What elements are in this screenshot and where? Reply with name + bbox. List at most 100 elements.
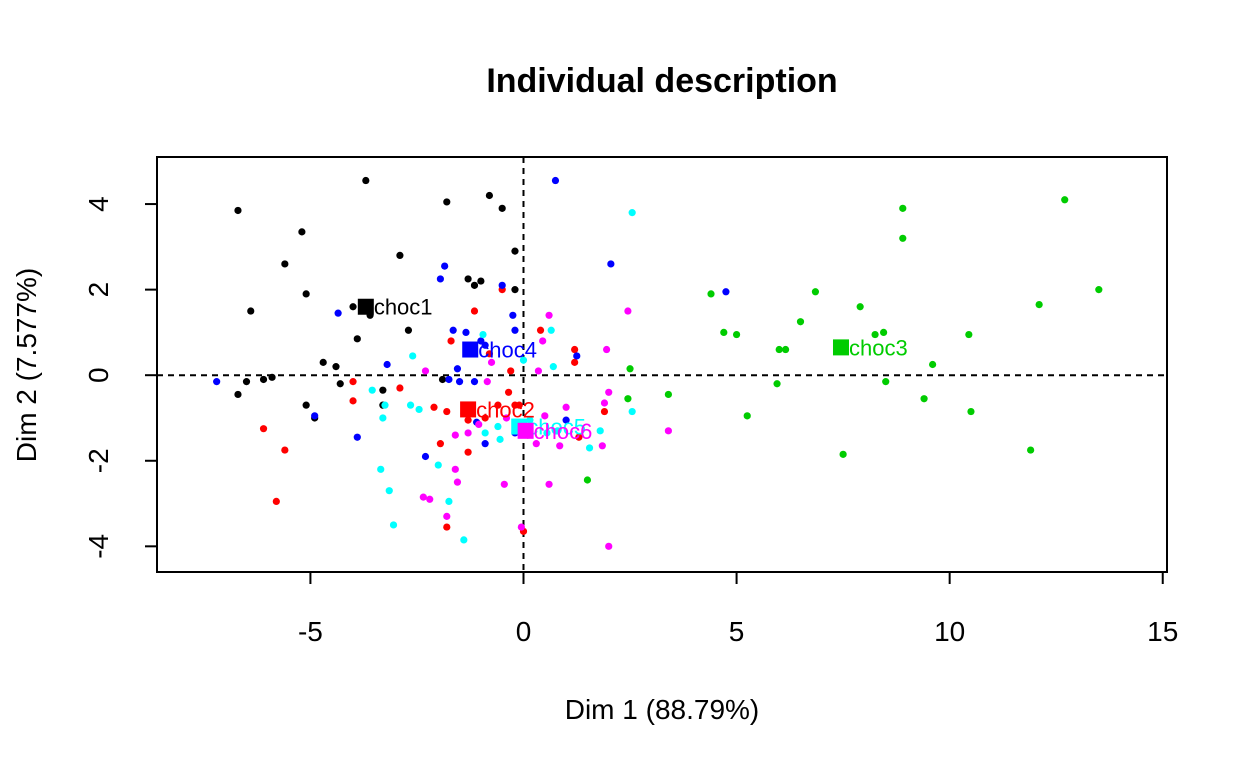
data-point (551, 176, 560, 185)
centroid-marker (357, 298, 374, 315)
data-point (443, 198, 451, 206)
data-point (664, 427, 672, 435)
data-point (377, 465, 385, 473)
data-point (509, 311, 517, 319)
data-point (349, 397, 357, 405)
series-choc5 (368, 209, 636, 544)
data-point (368, 386, 376, 394)
data-point (445, 497, 453, 506)
data-point (602, 345, 611, 354)
data-point (436, 275, 444, 283)
data-point (383, 360, 391, 369)
y-tick-label: -4 (83, 534, 114, 559)
data-point (353, 335, 361, 343)
data-point (430, 403, 438, 411)
data-point (502, 414, 511, 422)
data-point (487, 358, 496, 366)
data-point (336, 380, 344, 388)
data-point (470, 307, 479, 315)
data-point (419, 493, 427, 501)
data-point (515, 401, 523, 409)
data-point (451, 431, 459, 439)
data-point (880, 328, 888, 337)
data-point (775, 345, 783, 354)
data-point (545, 311, 553, 319)
data-point (547, 326, 555, 334)
data-point (519, 356, 528, 364)
data-point (628, 209, 636, 217)
data-point (511, 247, 519, 255)
centroid-label: choc3 (849, 335, 908, 360)
data-point (573, 352, 581, 360)
data-point (539, 337, 547, 345)
data-point (811, 288, 820, 296)
y-tick-label: -2 (83, 448, 114, 473)
data-point (302, 401, 310, 409)
data-point (511, 286, 519, 294)
data-point (526, 416, 534, 424)
data-point (624, 395, 632, 403)
data-point (532, 440, 540, 448)
y-axis-label: Dim 2 (7.577%) (11, 268, 42, 463)
data-point (421, 367, 430, 375)
data-point (628, 407, 636, 416)
y-axis: -4 -2 0 2 4 (83, 196, 158, 559)
data-point (583, 476, 592, 484)
data-point (389, 521, 398, 529)
data-point (449, 326, 457, 334)
centroid-marker (462, 341, 479, 358)
centroid-label: choc5 (527, 415, 586, 440)
data-point (381, 401, 389, 409)
data-point (507, 367, 515, 375)
data-point (464, 448, 472, 456)
data-point (349, 378, 357, 386)
centroid-label: choc1 (374, 295, 433, 320)
data-point (534, 367, 543, 375)
x-tick-label: 15 (1147, 616, 1178, 647)
data-point (481, 429, 489, 437)
data-point (406, 401, 415, 409)
data-point (247, 307, 255, 315)
data-point (549, 363, 557, 371)
data-point (929, 360, 937, 369)
data-point (664, 390, 672, 399)
chart-title: Individual description (486, 62, 837, 100)
data-point (462, 328, 470, 337)
data-point (483, 378, 491, 386)
data-point (1095, 286, 1103, 294)
data-point (562, 416, 570, 424)
data-point (404, 326, 413, 334)
data-point (496, 435, 504, 443)
data-point (607, 260, 615, 268)
data-point (605, 388, 613, 396)
data-point (464, 429, 472, 437)
data-point (332, 363, 340, 371)
data-point (626, 365, 634, 373)
data-point (470, 281, 479, 289)
data-point (451, 465, 459, 473)
data-point (259, 425, 268, 433)
data-point (920, 395, 928, 403)
data-point (234, 390, 242, 399)
data-point (498, 281, 506, 289)
data-point (464, 416, 472, 424)
data-point (464, 275, 472, 283)
data-point (871, 330, 879, 339)
data-point (475, 420, 483, 428)
x-tick-label: -5 (298, 616, 323, 647)
data-point (511, 326, 519, 334)
data-point (434, 461, 442, 469)
data-point (485, 191, 494, 200)
data-point (436, 440, 444, 448)
data-point (281, 260, 289, 268)
data-point (556, 442, 564, 450)
data-point (421, 452, 430, 461)
data-point (349, 303, 357, 311)
centroid-label: choc4 (478, 338, 537, 363)
data-point (796, 318, 805, 326)
data-point (443, 512, 451, 520)
data-point (441, 262, 449, 270)
data-point (585, 444, 594, 452)
